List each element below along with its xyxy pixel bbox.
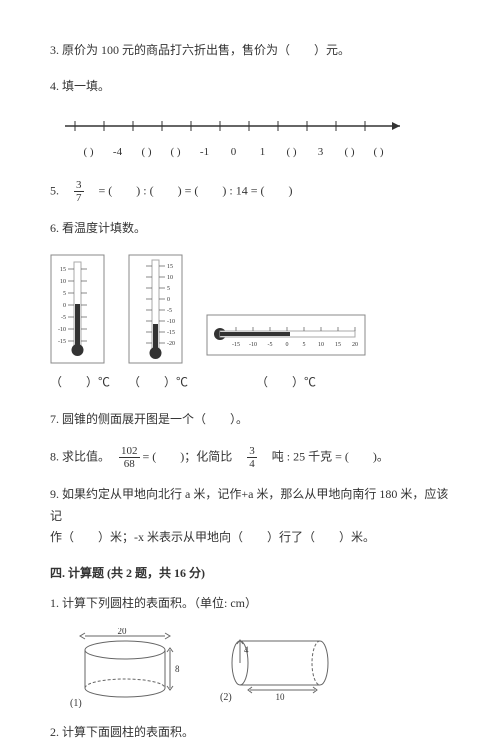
nl-label: ( ) — [335, 143, 364, 163]
s4q1-text: 1. 计算下列圆柱的表面积。（单位: cm） — [50, 596, 257, 610]
svg-text:10: 10 — [167, 275, 173, 281]
q5-fraction: 3 7 — [74, 179, 84, 204]
cyl2-label: (2) — [220, 692, 232, 703]
nl-label: 3 — [306, 143, 335, 163]
number-line-svg — [60, 111, 410, 141]
question-4: 4. 填一填。 — [50, 76, 450, 98]
svg-text:-15: -15 — [167, 330, 175, 336]
svg-text:0: 0 — [286, 342, 289, 348]
svg-text:-10: -10 — [167, 319, 175, 325]
q8-f1d: 68 — [119, 458, 140, 470]
nl-label: ( ) — [277, 143, 306, 163]
q7-text: 7. 圆锥的侧面展开图是一个（ ）。 — [50, 412, 248, 426]
svg-text:5: 5 — [63, 291, 66, 297]
svg-text:15: 15 — [60, 267, 66, 273]
section-4-title: 四. 计算题 (共 2 题，共 16 分) — [50, 563, 450, 585]
svg-text:-15: -15 — [232, 342, 240, 348]
section4-q1: 1. 计算下列圆柱的表面积。（单位: cm） — [50, 593, 450, 615]
svg-text:5: 5 — [303, 342, 306, 348]
number-line: ( ) -4 ( ) ( ) -1 0 1 ( ) 3 ( ) ( ) — [60, 111, 450, 163]
section4-q2: 2. 计算下面圆柱的表面积。 — [50, 722, 450, 744]
thermo1-blank: （ ）℃ — [50, 372, 110, 394]
question-6: 6. 看温度计填数。 — [50, 218, 450, 240]
svg-text:-10: -10 — [58, 327, 66, 333]
cylinder-row: 20 8 (1) 4 10 (2) — [70, 628, 450, 708]
q9-line2: 作（ ）米；-x 米表示从甲地向（ ）行了（ ）米。 — [50, 527, 450, 549]
q4-text: 4. 填一填。 — [50, 79, 110, 93]
q5-frac-n: 3 — [74, 179, 84, 192]
svg-text:0: 0 — [63, 303, 66, 309]
q8-mid1: = ( )；化简比 — [143, 449, 245, 463]
cyl1-height: 8 — [175, 664, 180, 674]
nl-label: ( ) — [161, 143, 190, 163]
question-3: 3. 原价为 100 元的商品打六折出售，售价为（ ）元。 — [50, 40, 450, 62]
thermometer-1: 15 10 5 0 -5 -10 -15 （ ）℃ — [50, 254, 110, 394]
nl-label: ( ) — [74, 143, 103, 163]
q6-text: 6. 看温度计填数。 — [50, 221, 146, 235]
svg-text:-5: -5 — [268, 342, 273, 348]
q8-mid2: 吨 : 25 千克 = ( )。 — [260, 449, 389, 463]
svg-text:15: 15 — [167, 264, 173, 270]
svg-text:10: 10 — [318, 342, 324, 348]
svg-text:-15: -15 — [58, 339, 66, 345]
q5-frac-d: 7 — [74, 192, 84, 204]
thermometer-3: -15 -10 -5 0 5 10 15 20 （ ）℃ — [206, 314, 366, 394]
nl-label: 0 — [219, 143, 248, 163]
thermo2-blank: （ ）℃ — [128, 372, 188, 394]
nl-label: -1 — [190, 143, 219, 163]
svg-text:20: 20 — [352, 342, 358, 348]
cyl2-length: 10 — [276, 692, 286, 702]
cyl1-dim: 20 — [118, 628, 128, 636]
svg-text:10: 10 — [60, 279, 66, 285]
question-7: 7. 圆锥的侧面展开图是一个（ ）。 — [50, 409, 450, 431]
svg-text:0: 0 — [167, 297, 170, 303]
q8-f2n: 3 — [247, 445, 257, 458]
svg-text:-5: -5 — [61, 315, 66, 321]
q8-frac2: 3 4 — [247, 445, 257, 470]
thermometer-2: 15 10 5 0 -5 -10 -15 -20 （ ）℃ — [128, 254, 188, 394]
nl-label: ( ) — [364, 143, 393, 163]
question-8: 8. 求比值。 102 68 = ( )；化简比 3 4 吨 : 25 千克 =… — [50, 445, 450, 470]
svg-text:5: 5 — [167, 286, 170, 292]
cyl2-radius: 4 — [244, 645, 249, 655]
svg-text:-20: -20 — [167, 341, 175, 347]
q8-f2d: 4 — [247, 458, 257, 470]
cylinder-2: 4 10 (2) — [220, 628, 340, 708]
svg-text:-10: -10 — [249, 342, 257, 348]
q3-text: 3. 原价为 100 元的商品打六折出售，售价为（ ）元。 — [50, 43, 350, 57]
cyl1-label: (1) — [70, 698, 82, 708]
question-9: 9. 如果约定从甲地向北行 a 米，记作+a 米，那么从甲地向南行 180 米，… — [50, 484, 450, 549]
q5-prefix: 5. — [50, 183, 71, 197]
cylinder-1: 20 8 (1) — [70, 628, 180, 708]
svg-text:-5: -5 — [167, 308, 172, 314]
q8-prefix: 8. 求比值。 — [50, 449, 116, 463]
svg-text:15: 15 — [335, 342, 341, 348]
thermo3-blank: （ ）℃ — [206, 372, 366, 394]
nl-label: ( ) — [132, 143, 161, 163]
s4q2-text: 2. 计算下面圆柱的表面积。 — [50, 725, 194, 739]
q9-line1: 9. 如果约定从甲地向北行 a 米，记作+a 米，那么从甲地向南行 180 米，… — [50, 484, 450, 527]
q8-f1n: 102 — [119, 445, 140, 458]
q8-frac1: 102 68 — [119, 445, 140, 470]
nl-label: 1 — [248, 143, 277, 163]
nl-label: -4 — [103, 143, 132, 163]
number-line-labels: ( ) -4 ( ) ( ) -1 0 1 ( ) 3 ( ) ( ) — [74, 143, 450, 163]
thermometer-row: 15 10 5 0 -5 -10 -15 （ ）℃ 15 10 — [50, 254, 450, 394]
question-5: 5. 3 7 = ( ) : ( ) = ( ) : 14 = ( ) — [50, 179, 450, 204]
q5-rest: = ( ) : ( ) = ( ) : 14 = ( ) — [87, 183, 293, 197]
